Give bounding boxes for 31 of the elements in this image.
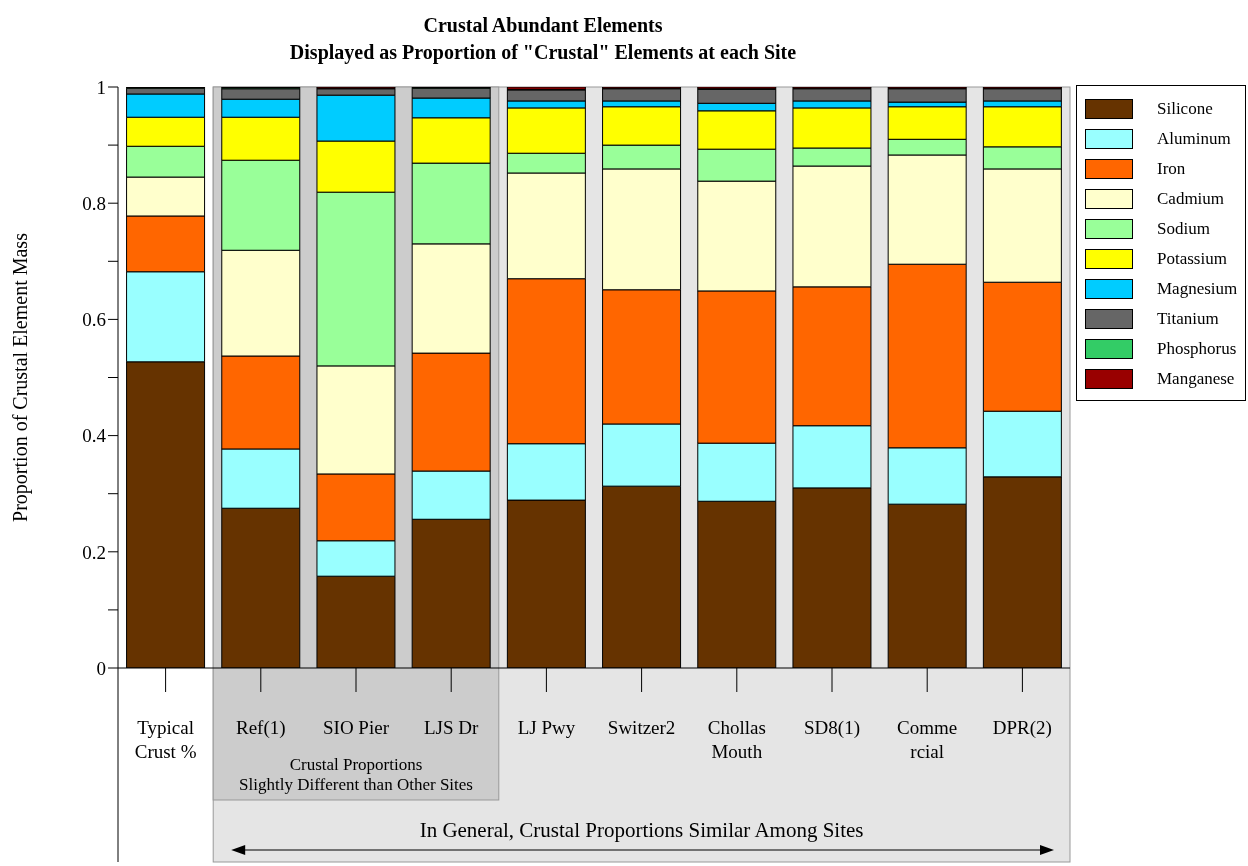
x-tick-label: SIO Pier: [323, 717, 390, 738]
y-tick-label: 0.8: [82, 192, 106, 214]
legend-label: Iron: [1157, 159, 1186, 179]
y-tick-label: 0.2: [82, 541, 106, 563]
x-tick-label: LJS Dr: [424, 717, 480, 738]
x-tick-label: Typical Crust %: [134, 717, 197, 762]
legend-label: Aluminum: [1157, 129, 1231, 149]
x-tick-label: Comme rcial: [897, 717, 958, 762]
legend-label: Silicone: [1157, 99, 1213, 119]
legend-label: Phosphorus: [1157, 339, 1237, 359]
x-tick-label: SD8(1): [804, 717, 860, 739]
y-tick-label: 0.6: [82, 309, 106, 331]
chart-subtitle: Displayed as Proportion of "Crustal" Elements at each Site: [288, 40, 798, 66]
x-tick-label: Ref(1): [236, 717, 286, 739]
y-axis-title: Proportion of Crustal Element Mass: [9, 232, 33, 522]
legend-label: Potassium: [1157, 249, 1227, 269]
band-label: Crustal Proportions Slightly Different than Other Sites: [239, 755, 473, 794]
x-tick-label: Chollas Mouth: [707, 717, 766, 762]
legend-label: Cadmium: [1157, 189, 1225, 209]
y-tick-label: 0.4: [82, 425, 107, 447]
legend-label: Magnesium: [1157, 279, 1238, 299]
band-label: In General, Crustal Proportions Similar Among Sites: [419, 818, 864, 842]
chart-title: Crustal Abundant Elements: [422, 13, 664, 38]
legend-label: Sodium: [1157, 219, 1210, 239]
x-tick-label: LJ Pwy: [517, 717, 576, 738]
x-tick-label: Switzer2: [607, 717, 676, 738]
y-tick-label: 1: [96, 76, 106, 98]
legend-label: Titanium: [1157, 309, 1219, 329]
x-tick-label: DPR(2): [992, 717, 1052, 739]
y-tick-label: 0: [96, 657, 106, 679]
legend-label: Manganese: [1157, 369, 1235, 389]
